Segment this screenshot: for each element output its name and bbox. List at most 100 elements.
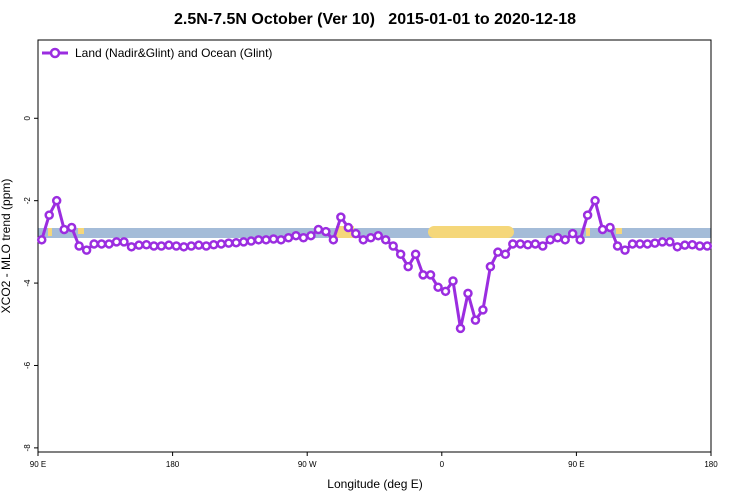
data-point <box>545 235 555 245</box>
data-point <box>351 228 361 239</box>
data-point <box>283 233 294 243</box>
y-tick-label: -4 <box>23 279 32 287</box>
data-point <box>253 235 264 245</box>
data-point <box>538 241 548 251</box>
data-point <box>403 261 413 272</box>
data-point <box>81 245 92 255</box>
data-point <box>672 242 683 252</box>
data-point <box>104 239 114 249</box>
x-tick-label: 90 E <box>30 460 46 469</box>
data-point <box>567 228 578 239</box>
data-point <box>306 230 316 241</box>
data-point <box>455 323 466 334</box>
legend: Land (Nadir&Glint) and Ocean (Glint) <box>42 46 272 60</box>
data-point <box>96 239 107 249</box>
data-point <box>276 235 286 245</box>
data-point <box>590 195 600 206</box>
data-point <box>134 240 144 250</box>
data-point <box>560 235 570 245</box>
data-point <box>66 222 77 233</box>
data-point <box>291 230 301 241</box>
data-point <box>298 233 309 243</box>
data-point <box>605 222 615 233</box>
data-point <box>149 241 159 251</box>
data-point <box>358 235 369 245</box>
data-point <box>657 237 668 247</box>
data-point <box>171 241 182 251</box>
data-point <box>620 245 630 255</box>
data-point <box>366 233 376 243</box>
data-point <box>343 222 354 233</box>
data-point <box>89 239 99 249</box>
legend-label: Land (Nadir&Glint) and Ocean (Glint) <box>75 46 272 60</box>
data-point <box>582 210 593 220</box>
data-point <box>485 261 496 272</box>
y-tick-label: -8 <box>23 444 32 452</box>
data-point <box>141 240 152 250</box>
data-point <box>470 315 481 325</box>
data-point <box>223 238 234 248</box>
data-point <box>164 240 174 250</box>
data-point <box>425 270 436 280</box>
data-point <box>635 239 645 249</box>
data-point <box>500 249 511 259</box>
data-point <box>418 270 428 280</box>
data-point <box>111 237 122 247</box>
data-point <box>508 239 518 249</box>
data-point <box>216 239 226 249</box>
data-point <box>373 230 383 241</box>
data-point <box>328 235 339 245</box>
data-point <box>448 276 458 286</box>
data-point <box>336 212 346 222</box>
data-point <box>515 239 526 249</box>
data-point <box>51 195 62 206</box>
data-point <box>395 249 406 259</box>
data-point <box>478 305 488 315</box>
y-tick-label: -2 <box>23 197 32 205</box>
data-point <box>388 241 398 251</box>
data-point <box>261 235 271 245</box>
x-axis-label: Longitude (deg E) <box>327 477 422 491</box>
data-point <box>523 240 533 250</box>
data-point <box>119 237 129 247</box>
data-point <box>687 240 698 250</box>
series-line <box>40 199 708 330</box>
data-point <box>238 237 249 247</box>
data-point <box>702 241 713 251</box>
data-point <box>642 239 653 249</box>
data-point <box>321 226 331 237</box>
data-point <box>186 241 197 251</box>
data-point <box>410 249 421 259</box>
data-point <box>231 237 241 248</box>
data-point <box>597 224 608 235</box>
data-point <box>36 235 47 245</box>
data-point <box>246 236 256 246</box>
data-point <box>612 241 623 251</box>
data-point <box>313 224 324 235</box>
x-tick-label: 180 <box>704 460 718 469</box>
data-point <box>695 241 705 251</box>
data-point <box>201 241 211 251</box>
data-point <box>433 282 443 292</box>
y-tick-label: -6 <box>23 361 32 369</box>
data-point <box>126 242 137 252</box>
data-point <box>74 241 84 251</box>
data-point <box>440 286 451 297</box>
legend-marker <box>49 47 61 59</box>
y-axis-label: XCO2 - MLO trend (ppm) <box>0 179 13 314</box>
data-point <box>156 241 167 251</box>
data-point <box>380 235 391 245</box>
data-point <box>268 234 279 244</box>
data-point <box>179 242 189 252</box>
data-point <box>627 239 638 249</box>
x-tick-label: 90 E <box>568 460 584 469</box>
data-point <box>208 240 219 250</box>
x-tick-label: 180 <box>166 460 180 469</box>
data-point <box>680 240 690 250</box>
x-tick-label: 0 <box>440 460 445 469</box>
y-tick-label: 0 <box>23 116 32 121</box>
chart-title: 2.5N-7.5N October (Ver 10) 2015-01-01 to… <box>174 11 576 28</box>
x-tick-label: 90 W <box>298 460 317 469</box>
data-point <box>530 239 541 249</box>
